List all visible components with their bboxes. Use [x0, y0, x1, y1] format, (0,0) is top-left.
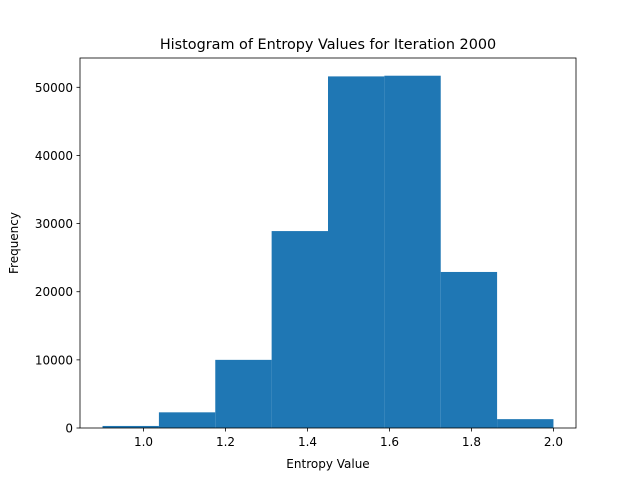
histogram-bar — [497, 419, 554, 428]
plot-frame — [79, 57, 577, 429]
y-tick-label: 20000 — [35, 285, 73, 299]
y-axis-ticks: 0 10000 20000 30000 40000 50000 — [35, 81, 80, 436]
histogram-bar — [102, 425, 159, 428]
histogram-bar — [440, 271, 498, 428]
histogram-bar — [158, 412, 216, 428]
histogram-bar — [271, 231, 328, 428]
histogram-bars — [102, 75, 554, 428]
x-tick-label: 1.0 — [134, 435, 153, 449]
chart-title: Histogram of Entropy Values for Iteratio… — [160, 37, 496, 53]
y-tick-label: 10000 — [35, 353, 73, 367]
x-tick-label: 1.2 — [216, 435, 235, 449]
x-axis-label: Entropy Value — [286, 457, 369, 471]
y-tick-label: 0 — [65, 422, 73, 436]
y-tick-label: 50000 — [35, 81, 73, 95]
x-tick-label: 1.6 — [380, 435, 399, 449]
x-axis-ticks: 1.0 1.2 1.4 1.6 1.8 2.0 — [134, 428, 563, 449]
histogram-bar — [328, 76, 385, 428]
histogram-bar — [215, 359, 272, 428]
y-tick-label: 40000 — [35, 149, 73, 163]
x-tick-label: 1.4 — [298, 435, 317, 449]
x-tick-label: 1.8 — [462, 435, 481, 449]
histogram-bar — [384, 75, 441, 428]
x-tick-label: 2.0 — [544, 435, 563, 449]
y-tick-label: 30000 — [35, 217, 73, 231]
y-axis-label: Frequency — [7, 212, 21, 274]
